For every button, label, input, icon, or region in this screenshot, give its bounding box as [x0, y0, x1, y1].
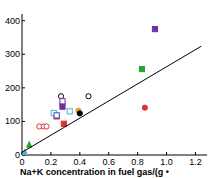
x-axis-label: Na+K concentration in fuel gas/(g •: [20, 167, 169, 177]
x-tick: [166, 152, 167, 155]
x-tick: [108, 152, 109, 155]
point: [61, 121, 66, 126]
point: [58, 94, 63, 99]
plot-area: [22, 27, 201, 155]
x-tick: [79, 152, 80, 155]
y-tick: [22, 20, 25, 21]
point: [60, 99, 65, 104]
point: [54, 113, 59, 118]
point: [142, 105, 147, 110]
y-tick: [22, 54, 25, 55]
point: [44, 124, 49, 129]
y-tick-label: 200: [5, 83, 20, 93]
point: [152, 27, 157, 32]
x-tick-label: 0.2: [45, 157, 58, 167]
x-tick-label: 1.0: [160, 157, 173, 167]
y-tick-label: 300: [5, 49, 20, 59]
point: [60, 104, 65, 109]
x-tick-label: 0.4: [74, 157, 87, 167]
y-tick-label: 100: [5, 116, 20, 126]
point: [27, 141, 32, 147]
y-tick-label: 400: [5, 16, 20, 26]
x-tick-label: 0.8: [131, 157, 144, 167]
point: [86, 94, 91, 99]
point: [67, 109, 72, 114]
y-tick-label: 0: [15, 150, 20, 160]
trend-line: [22, 46, 201, 152]
y-tick: [22, 121, 25, 122]
x-tick: [137, 152, 138, 155]
x-tick-label: 0: [19, 157, 24, 167]
x-tick-label: 0.6: [102, 157, 115, 167]
chart: 0 0.2 0.4 0.6 0.8 1.0 1.2 0 100 200 300 400 Na+K con…: [0, 0, 208, 178]
y-axis: [22, 14, 23, 155]
point: [139, 66, 144, 71]
point: [77, 111, 82, 116]
x-tick: [195, 152, 196, 155]
x-axis: [22, 155, 207, 156]
x-tick-label: 1.2: [189, 157, 202, 167]
y-tick: [22, 87, 25, 88]
x-tick: [50, 152, 51, 155]
